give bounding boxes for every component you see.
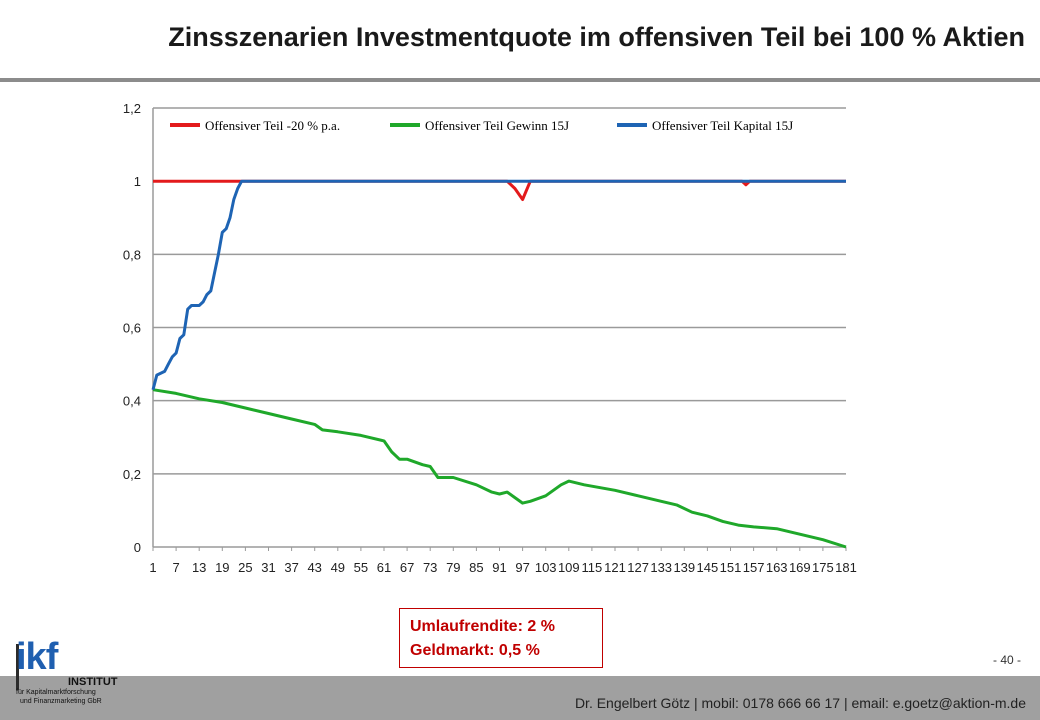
page-title: Zinsszenarien Investmentquote im offensi… — [168, 22, 1025, 52]
logo-institute: INSTITUT — [68, 676, 118, 688]
legend-label: Offensiver Teil Gewinn 15J — [425, 118, 569, 133]
x-tick-label: 181 — [835, 560, 857, 575]
logo-brand: ikf — [16, 636, 58, 678]
yield-label: Umlaufrendite: 2 % — [410, 618, 555, 635]
x-tick-label: 97 — [515, 560, 529, 575]
y-tick-label: 0,6 — [123, 321, 141, 336]
x-tick-label: 73 — [423, 560, 437, 575]
x-tick-label: 163 — [766, 560, 788, 575]
y-tick-label: 1,2 — [123, 101, 141, 116]
x-tick-label: 1 — [149, 560, 156, 575]
legend-label: Offensiver Teil Kapital 15J — [652, 118, 793, 133]
rate-info-box: Umlaufrendite: 2 % Geldmarkt: 0,5 % — [399, 608, 603, 668]
x-tick-label: 151 — [720, 560, 742, 575]
x-tick-label: 31 — [261, 560, 275, 575]
x-tick-label: 127 — [627, 560, 649, 575]
x-axis-ticks: 1 7 13 19 25 31 37 43 49 55 61 67 73 79 85 91 97 103 109 11… — [149, 547, 857, 575]
x-tick-label: 37 — [284, 560, 298, 575]
x-tick-label: 109 — [558, 560, 580, 575]
footer-contact: Dr. Engelbert Götz | mobil: 0178 666 66 … — [574, 695, 1026, 711]
x-tick-label: 7 — [172, 560, 179, 575]
x-tick-label: 19 — [215, 560, 229, 575]
x-tick-label: 133 — [650, 560, 672, 575]
logo-subtitle-1: für Kapitalmarktforschung — [16, 689, 96, 696]
x-tick-label: 25 — [238, 560, 252, 575]
logo-subtitle-2: und Finanzmarketing GbR — [20, 698, 102, 705]
footer-bar: Dr. Engelbert Götz | mobil: 0178 666 66 … — [0, 676, 1040, 720]
y-tick-label: 0,8 — [123, 247, 141, 262]
series-line — [153, 179, 846, 201]
x-tick-label: 61 — [377, 560, 391, 575]
chart-series — [151, 179, 847, 549]
y-tick-label: 0,4 — [123, 394, 141, 409]
x-tick-label: 91 — [492, 560, 506, 575]
x-tick-label: 79 — [446, 560, 460, 575]
x-tick-label: 139 — [673, 560, 695, 575]
x-tick-label: 103 — [535, 560, 557, 575]
x-tick-label: 157 — [743, 560, 765, 575]
money-market-label: Geldmarkt: 0,5 % — [410, 642, 540, 659]
x-tick-label: 145 — [697, 560, 719, 575]
x-tick-label: 115 — [582, 560, 603, 575]
ikf-logo: ikf INSTITUT für Kapitalmarktforschung u… — [12, 636, 147, 710]
title-divider — [0, 78, 1040, 82]
x-tick-label: 121 — [604, 560, 626, 575]
series-line — [152, 388, 847, 549]
x-tick-label: 13 — [192, 560, 206, 575]
x-tick-label: 67 — [400, 560, 414, 575]
logo-bar — [16, 644, 19, 690]
chart-legend: Offensiver Teil -20 % p.a. Offensiver Tei… — [170, 118, 793, 133]
y-axis-ticks: 0 0,2 0,4 0,6 0,8 1 1,2 — [123, 101, 141, 555]
x-tick-label: 85 — [469, 560, 483, 575]
page-number: - 40 - — [993, 653, 1022, 667]
x-tick-label: 169 — [789, 560, 811, 575]
x-tick-label: 55 — [354, 560, 368, 575]
y-tick-label: 1 — [134, 174, 141, 189]
y-tick-label: 0 — [134, 540, 141, 555]
x-tick-label: 49 — [331, 560, 345, 575]
x-tick-label: 175 — [812, 560, 834, 575]
legend-label: Offensiver Teil -20 % p.a. — [205, 118, 340, 133]
line-chart: 0 0,2 0,4 0,6 0,8 1 1,2 1 7 13 19 25 31 37 43 49 55 61 67… — [123, 101, 857, 575]
series-line — [151, 179, 846, 391]
y-tick-label: 0,2 — [123, 467, 141, 482]
chart-grid — [152, 107, 846, 548]
x-tick-label: 43 — [307, 560, 321, 575]
